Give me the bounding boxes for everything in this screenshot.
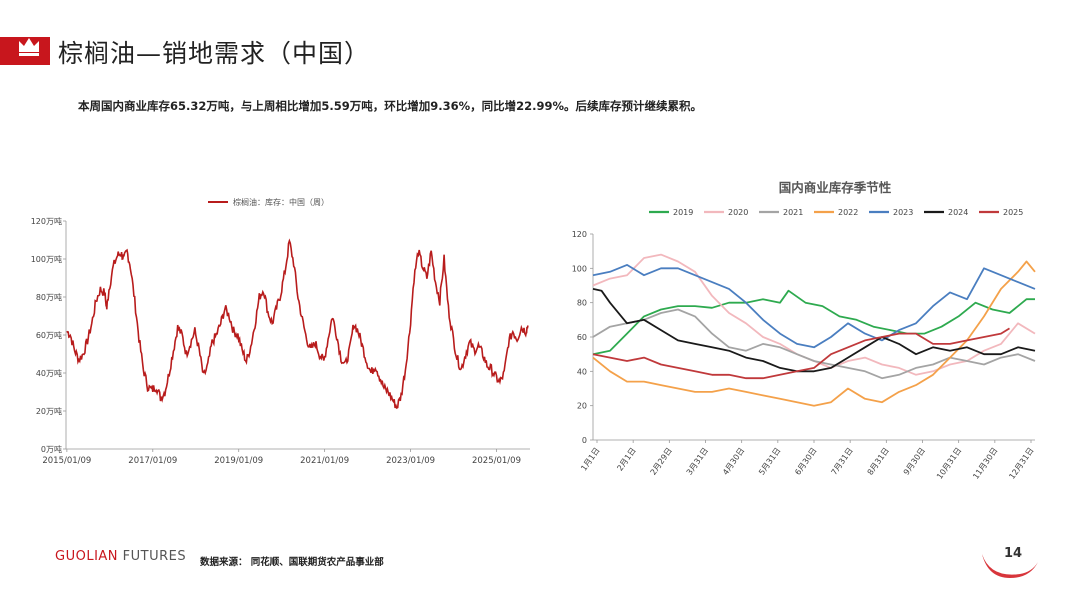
chart2-series-2024 bbox=[592, 288, 1036, 373]
chart2-series-2022 bbox=[592, 260, 1036, 407]
chart2-series-2023 bbox=[592, 264, 1036, 349]
brand-text-b: FUTURES bbox=[118, 549, 187, 564]
seasonality-chart: 国内商业库存季节性 2019 2020 2021 2022 2023 2024 2025 0… bbox=[572, 180, 1036, 481]
chart1-x-tick-label: 2025/01/09 bbox=[472, 456, 521, 466]
chart1-y-tick-label: 0万吨 bbox=[41, 444, 62, 454]
chart2-y-tick-label: 40 bbox=[577, 367, 587, 376]
chart2-x-tick-label: 6月30日 bbox=[793, 446, 818, 477]
chart2-series-2019 bbox=[592, 289, 1035, 356]
chart2-x-tick-label: 4月30日 bbox=[721, 446, 746, 477]
chart1-y-tick-label: 120万吨 bbox=[31, 216, 62, 226]
page-header: 棕榈油—销地需求（中国） bbox=[0, 30, 1080, 70]
chart2-title: 国内商业库存季节性 bbox=[779, 180, 892, 195]
chart2-legend: 2019 2020 2021 2022 2023 2024 2025 bbox=[649, 208, 1023, 217]
chart1-x-tick-label: 2023/01/09 bbox=[386, 456, 435, 466]
chart2-legend-label: 2020 bbox=[728, 208, 748, 217]
chart2-x-tick-label: 7月31日 bbox=[829, 446, 854, 477]
chart1-x-tick-label: 2017/01/09 bbox=[128, 456, 177, 466]
chart2-x-tick-label: 2月1日 bbox=[615, 446, 637, 473]
chart1-y-tick-label: 20万吨 bbox=[36, 406, 62, 416]
company-logo: GUOLIAN FUTURES bbox=[55, 549, 186, 564]
chart1-y-tick-label: 80万吨 bbox=[36, 292, 62, 302]
chart1-series-line bbox=[66, 238, 529, 410]
page-number: 14 bbox=[1004, 546, 1023, 561]
inventory-weekly-chart: 棕榈油：库存：中国（周） 0万吨 20万吨 40万吨 60万吨 80万吨 100万吨 120… bbox=[31, 197, 530, 466]
chart2-y-tick-label: 0 bbox=[582, 436, 587, 445]
chart2-y-tick-label: 120 bbox=[572, 230, 587, 239]
chart2-legend-label: 2023 bbox=[893, 208, 913, 217]
chart2-x-tick-label: 9月30日 bbox=[902, 446, 927, 477]
chart2-x-tick-label: 12月31日 bbox=[1007, 446, 1035, 481]
chart2-x-tick-label: 11月30日 bbox=[971, 446, 999, 481]
chart2-series-2025 bbox=[592, 327, 1010, 380]
chart1-y-tick-label: 100万吨 bbox=[31, 254, 62, 264]
chart2-y-tick-label: 20 bbox=[577, 402, 587, 411]
chart1-y-tick-label: 40万吨 bbox=[36, 368, 62, 378]
chart1-legend: 棕榈油：库存：中国（周） bbox=[208, 197, 329, 207]
data-source: 数据来源： 同花顺、国联期货农产品事业部 bbox=[200, 557, 384, 568]
chart1-x-tick-label: 2019/01/09 bbox=[214, 456, 263, 466]
chart2-legend-label: 2022 bbox=[838, 208, 858, 217]
chart1-y-tick-label: 60万吨 bbox=[36, 330, 62, 340]
crown-icon bbox=[19, 38, 39, 56]
chart2-x-tick-label: 2月29日 bbox=[649, 446, 674, 477]
swoosh-decoration-icon bbox=[982, 554, 1038, 578]
chart2-y-tick-label: 60 bbox=[577, 333, 587, 342]
chart2-x-tick-label: 1月1日 bbox=[579, 446, 601, 473]
brand-text-a: GUOLIAN bbox=[55, 549, 119, 564]
chart1-legend-label: 棕榈油：库存：中国（周） bbox=[233, 197, 329, 207]
chart2-y-tick-label: 80 bbox=[577, 299, 587, 308]
chart2-x-tick-label: 8月31日 bbox=[866, 446, 891, 477]
chart1-x-tick-label: 2015/01/09 bbox=[42, 456, 91, 466]
chart2-series-2021 bbox=[592, 308, 1036, 380]
chart2-series-2020 bbox=[592, 253, 1036, 376]
chart2-x-tick-label: 10月31日 bbox=[935, 446, 963, 481]
summary-text: 本周国内商业库存65.32万吨，与上周相比增加5.59万吨，环比增加9.36%，… bbox=[78, 99, 703, 113]
chart1-x-tick-label: 2021/01/09 bbox=[300, 456, 349, 466]
chart2-x-tick-label: 5月31日 bbox=[757, 446, 782, 477]
chart2-x-tick-label: 3月31日 bbox=[685, 446, 710, 477]
chart2-legend-label: 2019 bbox=[673, 208, 693, 217]
page-title: 棕榈油—销地需求（中国） bbox=[58, 39, 371, 68]
chart2-y-tick-label: 100 bbox=[572, 264, 587, 273]
chart2-legend-label: 2021 bbox=[783, 208, 803, 217]
chart2-legend-label: 2024 bbox=[948, 208, 968, 217]
chart2-legend-label: 2025 bbox=[1003, 208, 1023, 217]
